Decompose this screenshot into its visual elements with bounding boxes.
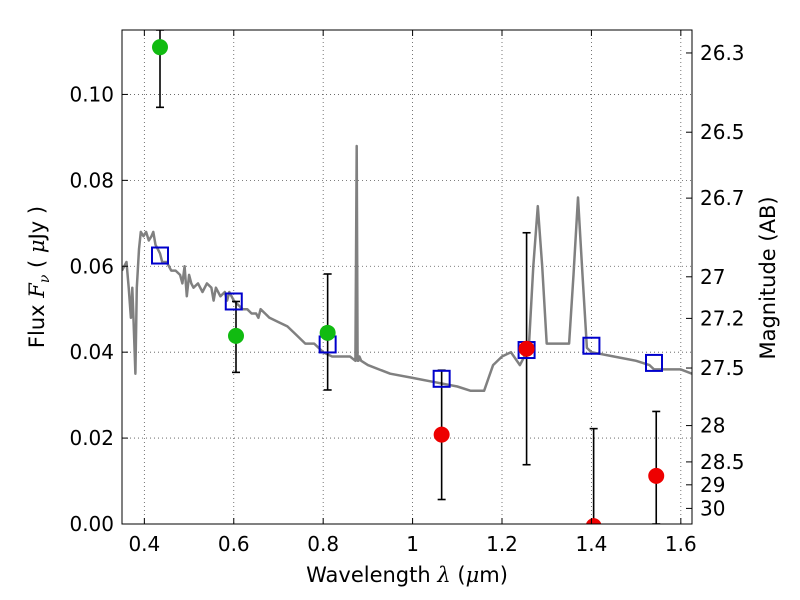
model-photometry-square <box>582 336 601 355</box>
y-tick-label: 0.08 <box>69 168 114 192</box>
x-tick-label: 0.8 <box>307 532 339 556</box>
y2-tick-label: 27 <box>700 265 725 289</box>
x-axis-title: Wavelength λ (μm) <box>306 563 508 587</box>
x-tick-label: 1.4 <box>576 532 608 556</box>
y2-tick-label: 27.5 <box>700 356 745 380</box>
detection-point <box>228 327 244 344</box>
detection-point <box>152 39 168 56</box>
detection-point <box>319 324 336 341</box>
y-tick-label: 0.00 <box>69 512 114 536</box>
model-photometry-square <box>224 292 243 311</box>
y-tick-label: 0.06 <box>69 254 114 278</box>
tick-marks <box>122 30 692 525</box>
y2-axis-title: Magnitude (AB) <box>756 196 780 359</box>
model-photometry-square <box>645 353 663 372</box>
plot-area <box>122 30 692 524</box>
y2-tick-label: 27.2 <box>700 306 745 330</box>
y2-tick-label: 28 <box>700 414 725 438</box>
y2-tick-label: 29 <box>700 473 725 497</box>
y-tick-label: 0.02 <box>69 426 114 450</box>
upper-limit-point <box>518 340 535 357</box>
y2-tick-label: 26.7 <box>700 186 745 210</box>
upper-limit-point <box>433 426 450 443</box>
model-photometry-square <box>432 369 451 388</box>
x-tick-label: 0.4 <box>128 532 160 556</box>
y2-tick-label: 26.3 <box>700 41 745 65</box>
tick-labels: 0.4 0.6 0.8 1 1.2 1.4 1.6 0.00 0.02 0.04 0.06 0.08 0… <box>69 41 744 556</box>
x-tick-label: 1 <box>406 532 419 556</box>
y-axis-title: Flux Fν ( μJy ) <box>25 206 53 348</box>
x-tick-label: 1.2 <box>486 532 518 556</box>
y-tick-label: 0.04 <box>69 340 114 364</box>
model-photometry-square <box>151 246 169 265</box>
y-tick-label: 0.10 <box>69 82 114 106</box>
y2-tick-label: 28.5 <box>700 450 745 474</box>
y2-tick-label: 30 <box>700 496 725 520</box>
upper-limit-point <box>585 518 602 524</box>
x-tick-label: 0.6 <box>218 532 250 556</box>
upper-limit-point <box>648 467 665 484</box>
x-tick-label: 1.6 <box>665 532 697 556</box>
y2-tick-label: 26.5 <box>700 120 745 144</box>
